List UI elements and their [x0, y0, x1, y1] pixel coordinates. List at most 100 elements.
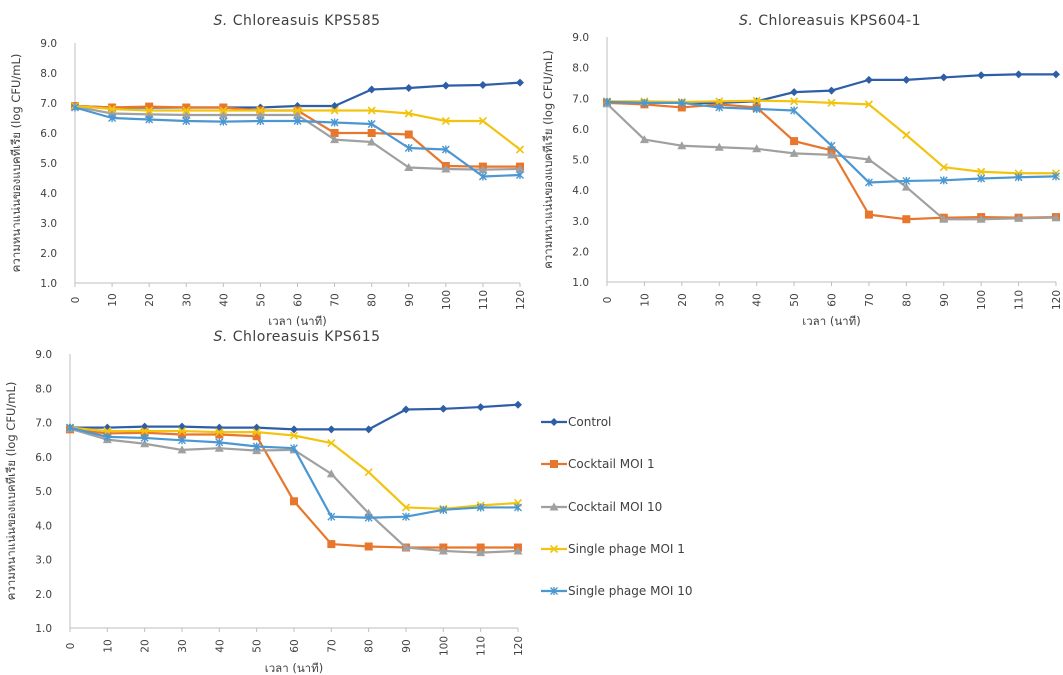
chart-panel-2: S. Chloreasuis KPS604-1 1.0 2.0 3.0 4.0 5.0 6.… — [541, 13, 1063, 328]
legend-label: Cocktail MOI 10 — [568, 500, 662, 514]
data-point — [215, 428, 224, 437]
data-point — [404, 163, 414, 171]
data-point — [66, 423, 74, 432]
x-tick-label: 20 — [144, 293, 156, 306]
data-point — [140, 428, 149, 437]
data-point — [939, 214, 949, 223]
y-tick-label: 2.0 — [572, 246, 589, 258]
data-point — [255, 110, 265, 119]
data-point — [219, 117, 228, 126]
data-point — [976, 214, 986, 223]
legend-label: Single phage MOI 10 — [568, 584, 693, 598]
y-tick-label: 2.0 — [40, 248, 57, 260]
y-tick-label: 3.0 — [572, 216, 589, 228]
data-point — [439, 505, 448, 514]
x-tick-label: 0 — [70, 297, 82, 304]
data-point — [515, 145, 525, 154]
legend-entry: Single phage MOI 1 — [541, 542, 685, 556]
x-axis-label: เวลา (นาที) — [802, 314, 860, 328]
x-tick-label: 90 — [401, 639, 413, 652]
legend: Control Cocktail MOI 1 Cocktail MOI 10 Sing… — [541, 415, 693, 598]
x-tick-label: 90 — [404, 293, 416, 306]
data-point — [367, 85, 376, 94]
data-point — [902, 130, 911, 140]
y-tick-label: 8.0 — [572, 63, 589, 75]
data-point — [603, 97, 611, 106]
series-line — [607, 99, 1056, 175]
data-point — [977, 167, 986, 176]
data-point — [939, 176, 948, 185]
data-point — [977, 174, 986, 183]
chart-title: S. Chloreasuis KPS585 — [213, 13, 380, 29]
legend-entry: Control — [541, 415, 611, 429]
data-point — [441, 116, 450, 126]
y-tick-label: 1.0 — [35, 623, 52, 635]
y-tick-label: 5.0 — [35, 486, 52, 498]
data-point — [513, 546, 523, 555]
data-point — [441, 164, 451, 173]
data-point — [439, 404, 448, 413]
y-tick-label: 9.0 — [40, 38, 57, 50]
data-point — [902, 75, 911, 84]
data-point — [1014, 70, 1023, 79]
series-cocktail-moi-10 — [65, 424, 523, 557]
data-point — [864, 155, 874, 163]
data-point — [108, 103, 117, 112]
data-point — [145, 102, 154, 111]
chart-title-name: Chloreasuis KPS585 — [233, 13, 381, 29]
data-point — [103, 426, 112, 436]
legend-marker — [550, 418, 558, 426]
data-point — [177, 426, 187, 436]
x-tick-label: 100 — [438, 636, 450, 656]
data-point — [827, 141, 836, 150]
x-tick-label: 10 — [102, 639, 114, 652]
data-point — [640, 98, 649, 107]
data-point — [364, 468, 373, 477]
data-point — [364, 513, 373, 522]
data-point — [145, 115, 154, 124]
legend-label: Single phage MOI 1 — [568, 542, 685, 556]
data-point — [140, 433, 149, 442]
data-point — [438, 546, 448, 555]
data-point — [401, 543, 411, 552]
data-point — [178, 436, 186, 445]
data-point — [290, 497, 298, 506]
data-point — [218, 110, 228, 119]
data-point — [177, 445, 187, 454]
data-point — [178, 422, 186, 431]
chart-title-name: Chloreasuis KPS604-1 — [758, 13, 921, 29]
legend-marker — [549, 502, 559, 511]
x-tick-label: 0 — [65, 643, 77, 650]
data-point — [478, 81, 487, 89]
data-point — [476, 503, 485, 512]
y-tick-label: 3.0 — [35, 555, 52, 567]
x-tick-label: 120 — [515, 290, 527, 310]
data-point — [252, 442, 261, 451]
series-single-phage-moi-1 — [70, 101, 525, 154]
x-tick-label: 10 — [107, 293, 119, 306]
data-point — [252, 432, 261, 441]
data-point — [827, 86, 836, 95]
x-tick-label: 60 — [289, 639, 301, 652]
data-point — [478, 172, 487, 181]
data-point — [790, 97, 799, 106]
y-tick-label: 3.0 — [40, 218, 57, 230]
x-tick-label: 40 — [752, 293, 764, 306]
x-tick-label: 30 — [181, 293, 193, 306]
data-point — [215, 430, 224, 439]
series-line — [69, 426, 519, 510]
data-point — [516, 78, 524, 87]
x-tick-label: 0 — [602, 297, 614, 304]
y-axis-label: ความหนาแน่นของแบคทีเรีย (log CFU/mL) — [541, 50, 555, 269]
series-cocktail-moi-1 — [603, 98, 1060, 224]
data-point — [476, 548, 486, 557]
data-point — [214, 443, 224, 452]
x-tick-label: 50 — [789, 293, 801, 306]
x-tick-label: 30 — [177, 639, 189, 652]
legend-entry: Single phage MOI 10 — [541, 584, 693, 598]
x-axis-label: เวลา (นาที) — [268, 314, 326, 328]
data-point — [71, 103, 79, 112]
y-tick-label: 4.0 — [572, 185, 589, 197]
data-point — [715, 103, 724, 112]
